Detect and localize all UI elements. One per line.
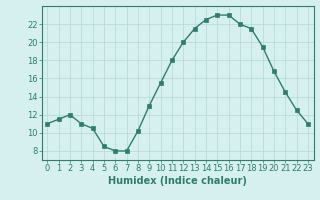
X-axis label: Humidex (Indice chaleur): Humidex (Indice chaleur): [108, 176, 247, 186]
